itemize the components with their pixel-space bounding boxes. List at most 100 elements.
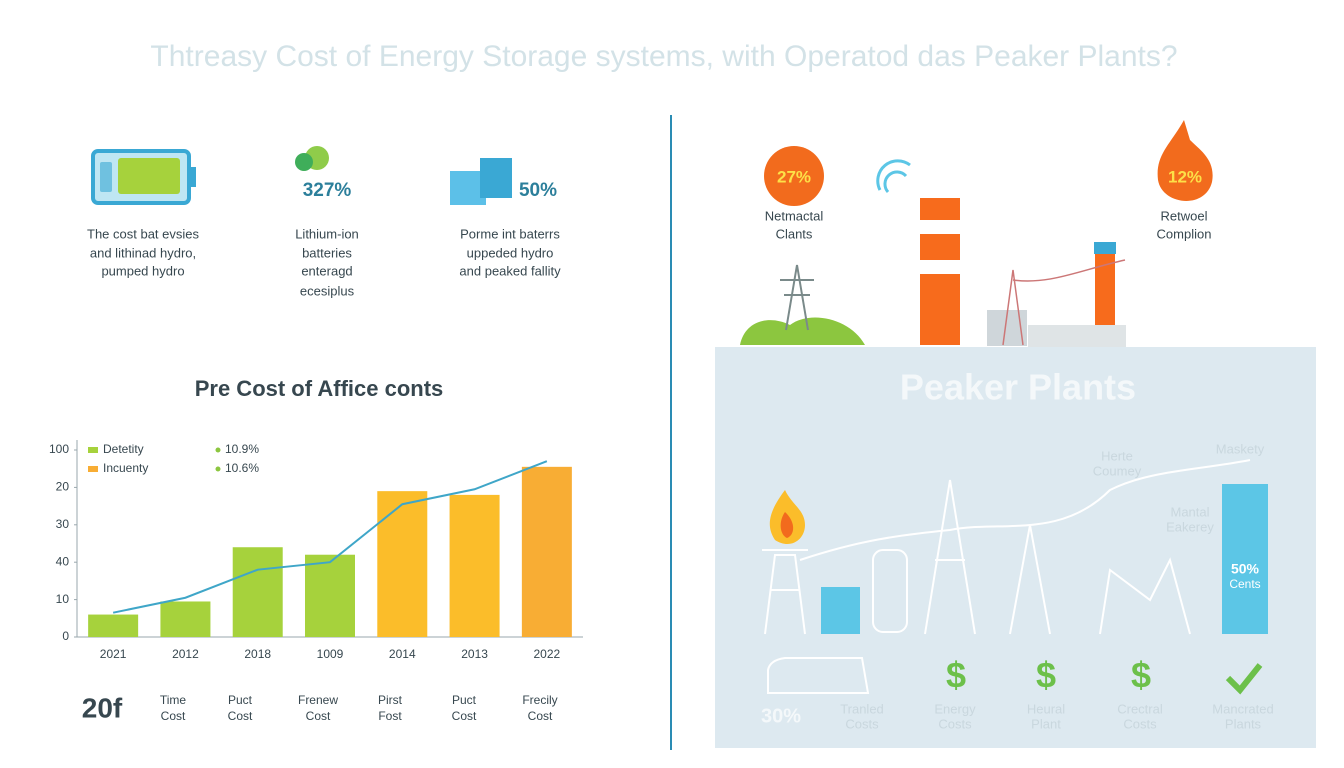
- flame-icon: [1157, 120, 1213, 201]
- legend-dot: [215, 447, 221, 453]
- footer-labels: Time Cost Puct Cost Frenew Cost Pirst Fost Puct C…: [160, 693, 558, 723]
- stat-value: 327%: [303, 180, 352, 201]
- truck-icon: [767, 657, 870, 694]
- y-tick-label: 40: [56, 554, 70, 568]
- footer-label: Mancrated: [1212, 701, 1273, 716]
- panel-title: Peaker Plants: [900, 367, 1136, 408]
- stat-text: batteries: [302, 245, 352, 260]
- legend-dot: [215, 466, 221, 472]
- bar-label: 50%: [1231, 561, 1260, 577]
- footer-label: Fost: [378, 709, 402, 723]
- footer-label: Crectral: [1117, 701, 1163, 716]
- legend-label: Detetity: [103, 442, 144, 456]
- stat-text: and peaked fallity: [459, 263, 561, 278]
- badge-text: Retwoel: [1161, 208, 1208, 223]
- stat-text: and lithinad hydro,: [90, 245, 196, 260]
- x-tick-label: 2022: [534, 647, 561, 661]
- footer-label: Puct: [452, 693, 477, 707]
- check-icon: [1225, 663, 1263, 695]
- big-number: 20f: [82, 692, 123, 723]
- dollar-icon: $: [1131, 655, 1151, 696]
- badge-text: Clants: [776, 226, 813, 241]
- bar: [377, 491, 428, 637]
- note: Maskety: [1216, 441, 1265, 456]
- bar: [449, 494, 500, 637]
- flame-core: [780, 512, 794, 538]
- chimney-stripe: [920, 220, 960, 234]
- chimney: [1095, 242, 1115, 328]
- tank: [872, 549, 908, 633]
- dollar-icon: $: [1036, 655, 1056, 696]
- y-tick-label: 30: [56, 517, 70, 531]
- building: [1028, 325, 1126, 347]
- footer-label: Energy: [934, 701, 976, 716]
- x-tick-label: 2012: [172, 647, 199, 661]
- stat-text: Porme int baterrs: [460, 226, 560, 241]
- badge-text: Netmactal: [765, 208, 824, 223]
- footer-label: Plant: [1031, 716, 1061, 731]
- footer-label: Plants: [1225, 716, 1262, 731]
- footer-label: Costs: [938, 716, 972, 731]
- x-tick-label: 1009: [317, 647, 344, 661]
- note: Mantal: [1170, 504, 1209, 519]
- stat-text: The cost bat evsies: [87, 226, 199, 241]
- stat-text: pumped hydro: [101, 263, 184, 278]
- x-tick-label: 2013: [461, 647, 488, 661]
- badge-circle: [764, 146, 824, 206]
- note: Herte: [1101, 448, 1133, 463]
- trend-line: [112, 460, 548, 614]
- footer-label: Puct: [228, 693, 253, 707]
- footer-label: Tranled: [840, 701, 884, 716]
- stat-text: ecesiplus: [300, 283, 355, 298]
- badge-text: Complion: [1157, 226, 1212, 241]
- y-tick-label: 10: [56, 592, 70, 606]
- panel: [715, 347, 1316, 748]
- leaf-icon: [295, 153, 313, 171]
- footer-label: Costs: [1123, 716, 1157, 731]
- y-tick-label: 0: [62, 629, 69, 643]
- panel-bar: [821, 587, 860, 634]
- footer-label: Cost: [452, 709, 477, 723]
- footer-label: Cost: [528, 709, 553, 723]
- note: Eakerey: [1166, 519, 1214, 534]
- x-tick-label: 2021: [100, 647, 127, 661]
- battery-tip: [189, 167, 196, 187]
- footer-label: Cost: [306, 709, 331, 723]
- wifi-icon: [876, 159, 911, 193]
- footer-label: Time: [160, 693, 187, 707]
- badge-value: 27%: [777, 167, 811, 186]
- legend-swatch: [88, 447, 98, 453]
- stat-value: 50%: [519, 180, 557, 201]
- chart: 0 10 40 30 20 100 2021 2012 2018 1009 2014 2013 2022…: [49, 440, 583, 661]
- tower: [924, 479, 1191, 635]
- stat-text: uppeded hydro: [467, 245, 554, 260]
- x-tick-label: 2018: [244, 647, 271, 661]
- note: Coumey: [1093, 463, 1142, 478]
- bar-label: Cents: [1229, 577, 1260, 591]
- bar: [160, 601, 211, 637]
- footer-label: Pirst: [378, 693, 403, 707]
- chimney-top: [1094, 242, 1116, 254]
- dollar-icon: $: [946, 655, 966, 696]
- chart-title: Pre Cost of Affice conts: [195, 376, 444, 401]
- stat-text: enteragd: [301, 263, 352, 278]
- footer-label: Cost: [228, 709, 253, 723]
- legend-value: 10.9%: [225, 442, 259, 456]
- y-tick-label: 100: [49, 442, 69, 456]
- page-title: Thtreasy Cost of Energy Storage systems,…: [150, 40, 1177, 73]
- footer-label: Frecily: [522, 693, 557, 707]
- legend-swatch: [88, 466, 98, 472]
- bar: [305, 554, 355, 637]
- panel-bar: [1222, 484, 1268, 634]
- big-number: 30%: [761, 705, 801, 727]
- y-tick-label: 20: [56, 480, 70, 494]
- bush: [740, 317, 865, 345]
- bar: [521, 466, 572, 637]
- x-tick-label: 2014: [389, 647, 416, 661]
- footer-label: Cost: [161, 709, 186, 723]
- bar: [88, 614, 139, 637]
- footer-labels: TranledCostsEnergyCostsHeuralPlantCrectr…: [840, 701, 1274, 731]
- battery-cell: [100, 162, 112, 192]
- legend-label: Incuenty: [103, 461, 148, 475]
